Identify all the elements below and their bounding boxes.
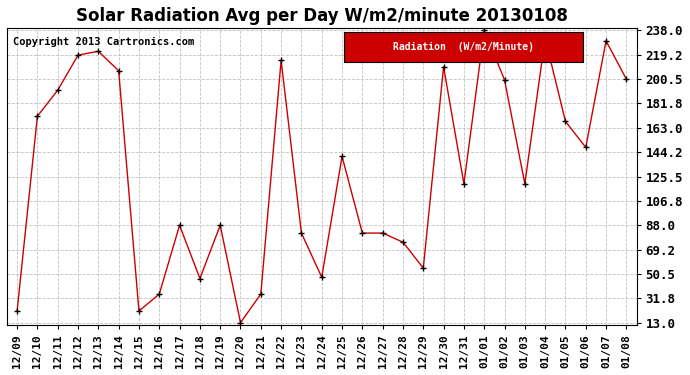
Text: Radiation  (W/m2/Minute): Radiation (W/m2/Minute) xyxy=(393,42,534,52)
Text: Copyright 2013 Cartronics.com: Copyright 2013 Cartronics.com xyxy=(13,37,195,47)
Title: Solar Radiation Avg per Day W/m2/minute 20130108: Solar Radiation Avg per Day W/m2/minute … xyxy=(76,7,568,25)
FancyBboxPatch shape xyxy=(344,32,583,62)
